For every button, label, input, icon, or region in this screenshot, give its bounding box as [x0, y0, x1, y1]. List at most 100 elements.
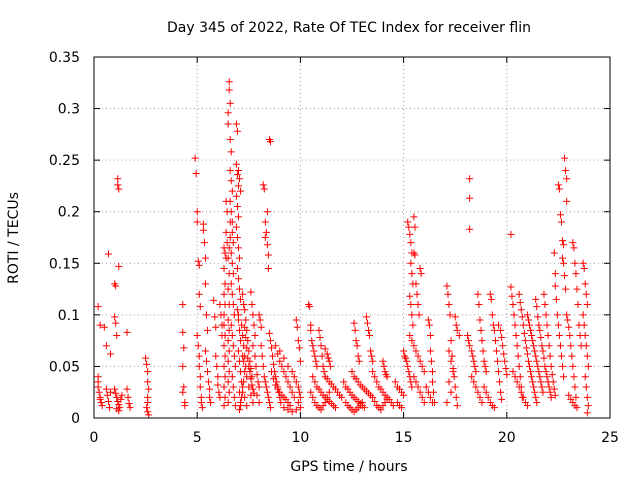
data-point: [404, 218, 412, 226]
data-point: [294, 399, 302, 407]
data-point: [262, 383, 270, 391]
data-point: [581, 280, 589, 288]
data-point: [272, 381, 280, 389]
data-point: [581, 331, 589, 339]
data-point: [266, 138, 274, 146]
data-point: [220, 342, 228, 350]
data-point: [312, 357, 320, 365]
data-point: [124, 393, 132, 401]
gridlines: [94, 57, 610, 418]
data-point: [555, 331, 563, 339]
data-point: [224, 337, 232, 345]
data-point: [560, 373, 568, 381]
x-tick-label: 10: [291, 430, 309, 446]
data-point: [295, 344, 303, 352]
data-point: [517, 306, 525, 314]
data-point: [286, 383, 294, 391]
data-point: [579, 311, 587, 319]
data-point: [220, 290, 228, 298]
data-point: [323, 393, 331, 401]
data-point: [445, 378, 453, 386]
data-point: [143, 404, 151, 412]
data-point: [111, 313, 119, 321]
data-point: [408, 311, 416, 319]
data-point: [540, 290, 548, 298]
data-point: [309, 393, 317, 401]
data-point: [495, 321, 503, 329]
data-point: [237, 402, 245, 410]
data-point: [348, 368, 356, 376]
data-point: [583, 393, 591, 401]
data-point: [224, 357, 232, 365]
data-point: [180, 383, 188, 391]
data-point: [244, 354, 252, 362]
data-point: [196, 383, 204, 391]
data-point: [389, 402, 397, 410]
data-point: [265, 399, 273, 407]
data-point: [202, 311, 210, 319]
data-point: [526, 321, 534, 329]
data-point: [568, 352, 576, 360]
data-point: [569, 362, 577, 370]
data-point: [425, 321, 433, 329]
data-point: [195, 261, 203, 269]
data-point: [268, 344, 276, 352]
data-point: [325, 357, 333, 365]
data-point: [422, 383, 430, 391]
data-point: [319, 362, 327, 370]
data-point: [400, 347, 408, 355]
data-point: [102, 342, 110, 350]
data-point: [227, 148, 235, 156]
data-point: [288, 388, 296, 396]
data-point: [104, 397, 112, 405]
y-tick-label: 0.2: [58, 205, 80, 221]
data-point: [551, 270, 559, 278]
data-point: [225, 86, 233, 94]
data-point: [309, 373, 317, 381]
data-point: [252, 362, 260, 370]
data-point: [546, 352, 554, 360]
data-point: [292, 316, 300, 324]
data-point: [570, 244, 578, 252]
data-point: [232, 192, 240, 200]
data-point: [253, 371, 261, 379]
data-point: [580, 321, 588, 329]
data-point: [236, 254, 244, 262]
data-point: [584, 402, 592, 410]
data-point: [545, 383, 553, 391]
data-point: [259, 362, 267, 370]
x-tick-label: 20: [498, 430, 516, 446]
data-point: [201, 347, 209, 355]
data-point: [517, 388, 525, 396]
data-point: [340, 378, 348, 386]
data-point: [426, 393, 434, 401]
data-point: [234, 311, 242, 319]
data-point: [490, 404, 498, 412]
y-axis-label: ROTI / TECUs: [6, 192, 22, 284]
data-point: [225, 326, 233, 334]
data-point: [466, 194, 474, 202]
x-tick-label: 25: [601, 430, 619, 446]
data-point: [323, 350, 331, 358]
data-point: [236, 326, 244, 334]
data-point: [527, 368, 535, 376]
data-point: [400, 391, 408, 399]
data-point: [142, 354, 150, 362]
data-point: [502, 364, 510, 372]
data-point: [239, 290, 247, 298]
data-point: [381, 368, 389, 376]
data-point: [284, 378, 292, 386]
data-point: [411, 223, 419, 231]
data-point: [408, 337, 416, 345]
data-point: [107, 388, 115, 396]
data-point: [123, 385, 131, 393]
data-point: [559, 254, 567, 262]
data-point: [226, 136, 234, 144]
data-point: [227, 177, 235, 185]
data-point: [200, 239, 208, 247]
data-point: [193, 331, 201, 339]
data-point: [405, 368, 413, 376]
data-point: [531, 347, 539, 355]
data-point: [447, 357, 455, 365]
y-tick-label: 0.35: [49, 50, 80, 66]
